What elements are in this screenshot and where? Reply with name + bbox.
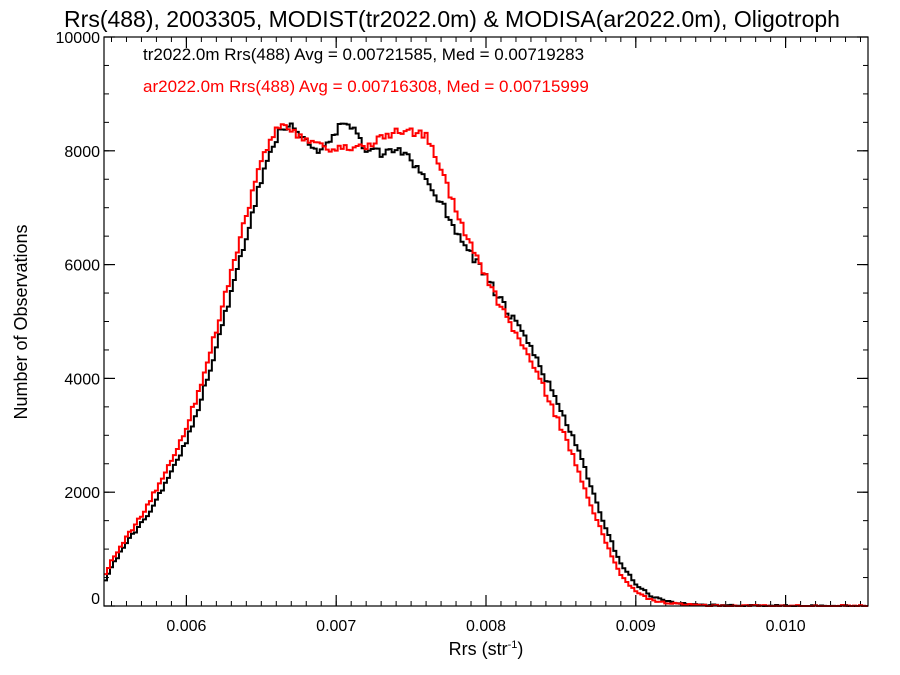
x-tick-label: 0.008 [466, 618, 506, 635]
legend-entry-tr2022: tr2022.0m Rrs(488) Avg = 0.00721585, Med… [143, 45, 584, 64]
y-axis-label: Number of Observations [11, 224, 31, 419]
x-axis-label: Rrs (str-1) [449, 639, 524, 659]
axis-ticks: 0.006 0.007 0.008 0.009 0.010 0 2000 4000 6000 80… [56, 30, 868, 635]
y-tick-label: 10000 [56, 30, 101, 47]
series-line-ar2022.0m [104, 123, 868, 607]
y-tick-label: 8000 [64, 144, 100, 161]
y-tick-label: 6000 [64, 258, 100, 275]
x-tick-label: 0.006 [166, 618, 206, 635]
x-tick-label: 0.007 [316, 618, 356, 635]
y-tick-label: 2000 [64, 485, 100, 502]
legend-entry-ar2022: ar2022.0m Rrs(488) Avg = 0.00716308, Med… [143, 77, 589, 96]
y-tick-label: 4000 [64, 371, 100, 388]
series-layer [104, 122, 868, 607]
chart-title: Rrs(488), 2003305, MODIST(tr2022.0m) & M… [64, 6, 840, 32]
y-tick-label: 0 [91, 591, 100, 608]
plot-frame [103, 36, 869, 607]
x-tick-label: 0.009 [616, 618, 656, 635]
series-line-tr2022.0m [104, 122, 868, 607]
x-tick-label: 0.010 [766, 618, 806, 635]
